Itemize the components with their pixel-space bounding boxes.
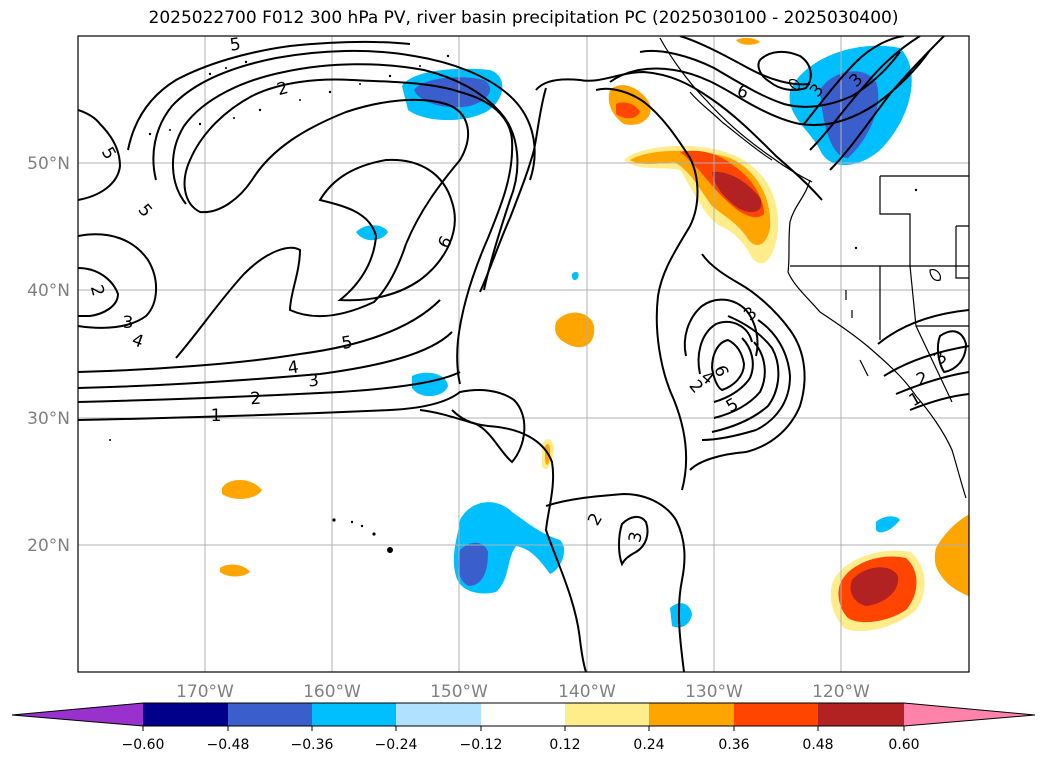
lon-label-150w: 150°W bbox=[430, 682, 488, 702]
lat-label-40n: 40°N bbox=[27, 281, 70, 301]
lon-label-170w: 170°W bbox=[176, 682, 234, 702]
colorbar-bin bbox=[312, 703, 397, 726]
contour-label: 5 bbox=[340, 332, 354, 354]
colorbar bbox=[11, 702, 1036, 727]
colorbar-label: 0.60 bbox=[888, 737, 919, 753]
colorbar-label: −0.36 bbox=[291, 737, 334, 753]
contour-label: 3 bbox=[625, 530, 647, 544]
colorbar-bin bbox=[734, 703, 819, 726]
colorbar-label: −0.60 bbox=[122, 737, 165, 753]
pv-contours bbox=[78, 36, 969, 672]
contour-label: 3 bbox=[307, 371, 320, 392]
lon-axis: 170°W 160°W 150°W 140°W 130°W 120°W bbox=[176, 682, 870, 702]
colorbar-bin bbox=[565, 703, 650, 726]
lat-label-20n: 20°N bbox=[27, 536, 70, 556]
colorbar-bin bbox=[818, 703, 904, 726]
colorbar-bin bbox=[143, 703, 228, 726]
contour-label: 2 bbox=[86, 283, 108, 299]
colorbar-label: −0.24 bbox=[375, 737, 418, 753]
contour-label: 2 bbox=[275, 78, 291, 100]
colorbar-bin bbox=[228, 703, 313, 726]
map-frame bbox=[77, 35, 970, 673]
colorbar-bin bbox=[396, 703, 481, 726]
colorbar-label: 0.36 bbox=[718, 737, 749, 753]
colorbar-label: −0.12 bbox=[460, 737, 503, 753]
lat-axis: 50°N 40°N 30°N 20°N bbox=[27, 154, 70, 556]
colorbar-bin bbox=[481, 703, 566, 726]
precip-shading bbox=[220, 37, 969, 632]
colorbar-label: 0.24 bbox=[633, 737, 664, 753]
contour-label: 1 bbox=[211, 406, 222, 426]
contour-label: 3 bbox=[123, 313, 134, 333]
lon-label-160w: 160°W bbox=[303, 682, 361, 702]
lon-label-120w: 120°W bbox=[812, 682, 870, 702]
colorbar-label: 0.48 bbox=[802, 737, 833, 753]
colorbar-labels: −0.60 −0.48 −0.36 −0.24 −0.12 0.12 0.24 … bbox=[122, 737, 920, 753]
lat-label-50n: 50°N bbox=[27, 154, 70, 174]
contour-label: 5 bbox=[229, 34, 243, 55]
map-panel: 5 2 5 5 2 3 4 6 5 4 3 2 1 6 3 6 5 4 3 2 … bbox=[78, 34, 969, 672]
colorbar-label: −0.48 bbox=[207, 737, 250, 753]
colorbar-bin bbox=[649, 703, 734, 726]
colorbar-ticks bbox=[142, 726, 905, 731]
colorbar-label: 0.12 bbox=[549, 737, 580, 753]
colorbar-extend-high bbox=[904, 703, 1035, 726]
lon-label-130w: 130°W bbox=[685, 682, 743, 702]
colorbar-extend-low bbox=[12, 703, 143, 726]
lat-label-30n: 30°N bbox=[27, 409, 70, 429]
lon-label-140w: 140°W bbox=[558, 682, 616, 702]
contour-label: 2 bbox=[250, 389, 262, 410]
islands bbox=[109, 54, 918, 553]
figure-title: 2025022700 F012 300 hPa PV, river basin … bbox=[148, 8, 899, 28]
contour-label: 4 bbox=[287, 357, 301, 378]
